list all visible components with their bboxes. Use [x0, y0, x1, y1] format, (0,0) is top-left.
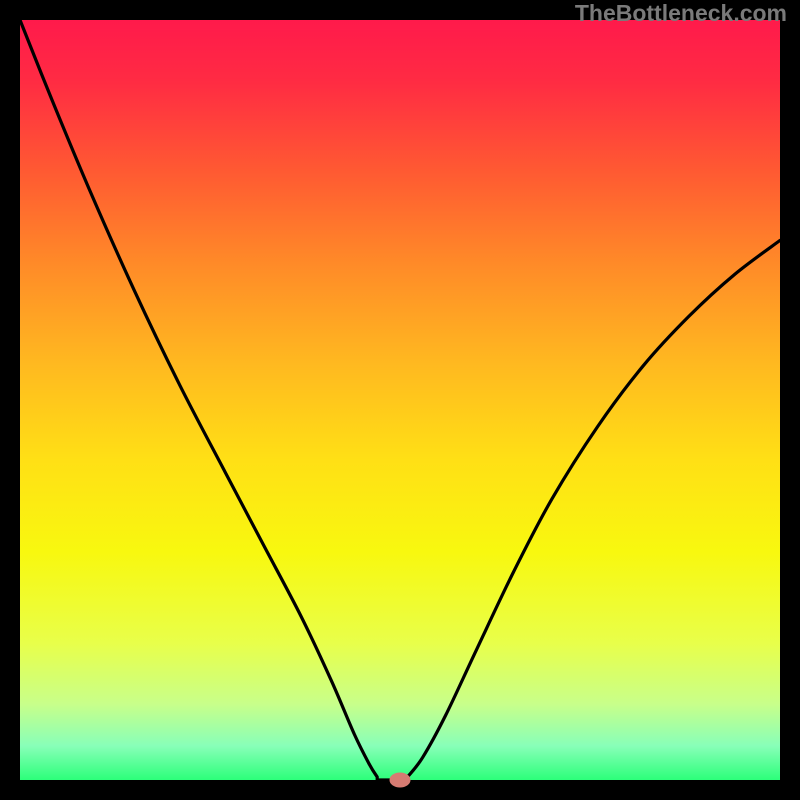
- optimum-marker: [390, 773, 410, 787]
- watermark-text: TheBottleneck.com: [575, 0, 787, 27]
- bottleneck-chart: [0, 0, 800, 800]
- gradient-background: [20, 20, 780, 780]
- chart-canvas: { "watermark": { "text": "TheBottleneck.…: [0, 0, 800, 800]
